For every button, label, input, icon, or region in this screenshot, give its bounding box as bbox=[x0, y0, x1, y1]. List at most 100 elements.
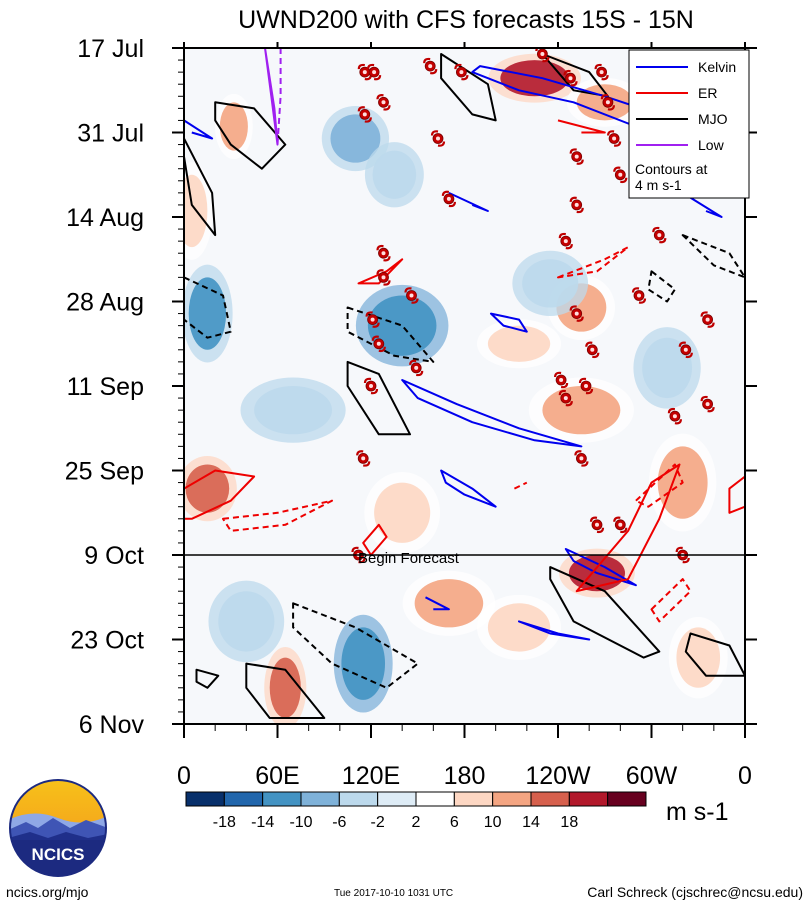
anomaly-blob bbox=[185, 464, 230, 513]
kelvin-contour bbox=[425, 596, 450, 611]
storm-marker bbox=[613, 166, 628, 184]
storm-marker bbox=[700, 395, 715, 413]
footer-site[interactable]: ncics.org/mjo bbox=[6, 884, 89, 900]
ncics-logo: NCICS bbox=[9, 779, 107, 877]
y-tick-label: 31 Jul bbox=[77, 120, 144, 148]
colorbar-swatch bbox=[262, 791, 302, 807]
colorbar-swatch bbox=[300, 791, 340, 807]
storm-marker bbox=[441, 190, 456, 208]
mjo-contour bbox=[184, 137, 217, 237]
colorbar-level-label: 10 bbox=[484, 814, 502, 831]
low-contour bbox=[276, 48, 282, 145]
anomaly-blob bbox=[487, 325, 551, 362]
mjo-contour bbox=[647, 270, 676, 303]
mjo-contour bbox=[681, 234, 745, 279]
storm-marker bbox=[404, 287, 419, 304]
storm-marker bbox=[631, 287, 647, 304]
storm-marker bbox=[535, 48, 550, 63]
legend-box bbox=[628, 49, 750, 199]
er-contour bbox=[557, 246, 630, 279]
mjo-contour bbox=[684, 632, 745, 677]
anomaly-blob bbox=[372, 150, 417, 199]
y-tick-label: 6 Nov bbox=[79, 711, 145, 739]
x-tick-label: 0 bbox=[177, 762, 191, 790]
legend-label-kelvin: Kelvin bbox=[698, 59, 736, 75]
anomaly-blob bbox=[374, 482, 431, 543]
storm-marker bbox=[600, 94, 616, 111]
kelvin-contour bbox=[682, 192, 723, 218]
colorbar-swatch bbox=[338, 791, 379, 807]
storm-markers bbox=[351, 48, 715, 564]
colorbar-swatch bbox=[377, 791, 417, 807]
anomaly-blob bbox=[414, 579, 484, 628]
storm-marker bbox=[376, 269, 391, 286]
mjo-contour bbox=[292, 602, 419, 689]
storm-marker bbox=[376, 244, 391, 262]
er-contour bbox=[357, 258, 404, 285]
storm-marker bbox=[558, 232, 573, 250]
y-tick-label: 9 Oct bbox=[84, 542, 144, 570]
colorbar: -18 -14 -10 -6 -2 2 6 10 14 18 bbox=[185, 791, 647, 831]
anomaly-blob bbox=[522, 259, 579, 308]
x-tick-label: 180 bbox=[444, 762, 486, 790]
y-tick-label: 23 Oct bbox=[70, 627, 144, 655]
colorbar-level-label: -18 bbox=[213, 814, 236, 831]
er-contour bbox=[184, 469, 256, 520]
legend-label-er: ER bbox=[698, 85, 717, 101]
mjo-contour bbox=[346, 360, 411, 436]
storm-marker bbox=[613, 516, 628, 534]
mjo-contour bbox=[440, 53, 497, 122]
storm-marker bbox=[589, 516, 605, 534]
y-axis: 17 Jul 31 Jul 14 Aug 28 Aug 11 Sep 25 Sep 9 Oc… bbox=[65, 35, 757, 739]
y-tick-label: 11 Sep bbox=[67, 373, 144, 401]
mjo-contour bbox=[245, 662, 326, 719]
storm-marker bbox=[569, 196, 584, 214]
colorbar-units: m s-1 bbox=[666, 798, 729, 826]
anomaly-blob bbox=[642, 337, 693, 399]
anomaly-blob bbox=[184, 174, 208, 248]
colorbar-swatch bbox=[607, 791, 647, 807]
kelvin-contour bbox=[448, 191, 489, 212]
er-contour bbox=[575, 463, 681, 593]
x-tick-label: 60W bbox=[626, 762, 678, 790]
y-tick-label: 14 Aug bbox=[66, 204, 144, 232]
storm-marker bbox=[667, 407, 683, 425]
anomaly-blob bbox=[487, 603, 551, 652]
storm-marker bbox=[409, 359, 424, 377]
kelvin-contour bbox=[184, 119, 214, 140]
storm-marker bbox=[569, 148, 584, 165]
anomaly-blob bbox=[219, 102, 248, 151]
storm-marker bbox=[574, 450, 589, 467]
x-tick-label: 60E bbox=[255, 762, 299, 790]
anomaly-blob bbox=[218, 591, 275, 652]
y-tick-label: 25 Sep bbox=[65, 458, 144, 486]
kelvin-contour bbox=[490, 312, 528, 333]
er-contour bbox=[634, 463, 684, 508]
legend-note-line1: Contours at bbox=[635, 161, 707, 177]
mjo-contour bbox=[549, 566, 661, 659]
storm-marker bbox=[367, 63, 382, 81]
x-tick-label: 120W bbox=[525, 762, 591, 790]
chart-title: UWND200 with CFS forecasts 15S - 15N bbox=[238, 6, 694, 34]
colorbar-level-label: -10 bbox=[289, 814, 312, 831]
er-contour bbox=[557, 119, 606, 134]
storm-marker bbox=[563, 69, 578, 87]
kelvin-contour bbox=[564, 548, 637, 587]
footer-timestamp: Tue 2017-10-10 1031 UTC bbox=[334, 888, 454, 899]
y-tick-label: 28 Aug bbox=[66, 289, 144, 317]
colorbar-swatch bbox=[530, 791, 570, 807]
footer-author: Carl Schreck (cjschrec@ncsu.edu) bbox=[587, 884, 803, 900]
colorbar-level-label: -6 bbox=[332, 814, 346, 831]
anomaly-blob bbox=[542, 386, 621, 435]
storm-marker bbox=[423, 57, 438, 75]
colorbar-swatch bbox=[453, 791, 494, 807]
anomaly-blob bbox=[254, 386, 333, 435]
er-contour bbox=[513, 481, 528, 490]
legend-note-line2: 4 m s-1 bbox=[635, 177, 682, 193]
storm-marker bbox=[678, 341, 693, 359]
storm-marker bbox=[585, 341, 600, 359]
colorbar-level-label: 18 bbox=[560, 814, 578, 831]
anomaly-blob bbox=[269, 657, 301, 718]
er-contour bbox=[362, 523, 388, 556]
storm-marker bbox=[430, 130, 446, 147]
